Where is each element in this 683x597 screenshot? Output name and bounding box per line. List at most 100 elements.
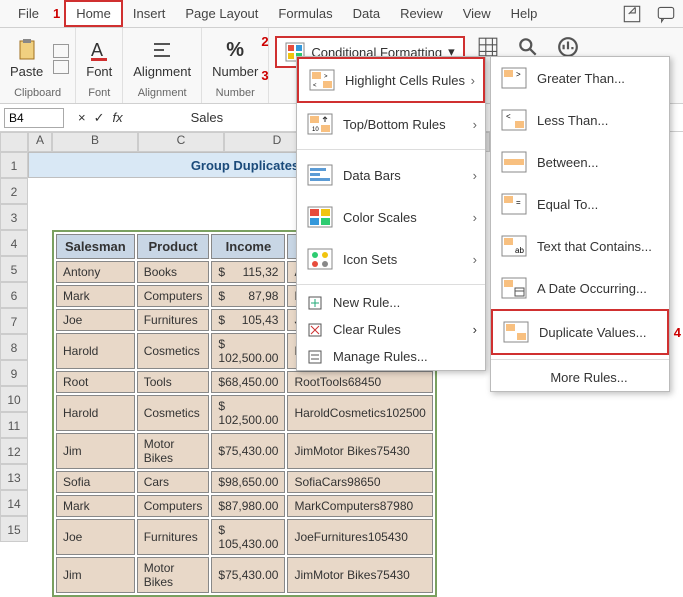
cell-salesman[interactable]: Joe (56, 309, 135, 331)
row-header[interactable]: 7 (0, 308, 28, 334)
menu-color-scales[interactable]: Color Scales › (297, 196, 485, 238)
tab-view[interactable]: View (453, 2, 501, 25)
row-header[interactable]: 6 (0, 282, 28, 308)
share-icon[interactable] (621, 3, 643, 25)
row-header[interactable]: 12 (0, 438, 28, 464)
cell-concat[interactable]: HaroldCosmetics102500 (287, 395, 432, 431)
row-header[interactable]: 10 (0, 386, 28, 412)
row-header[interactable]: 1 (0, 152, 28, 178)
search-icon[interactable] (517, 36, 539, 58)
number-button[interactable]: % Number (208, 37, 262, 81)
row-header[interactable]: 9 (0, 360, 28, 386)
select-all-corner[interactable] (0, 132, 28, 152)
row-header[interactable]: 3 (0, 204, 28, 230)
menu-highlight-cells-rules[interactable]: >< Highlight Cells Rules › (297, 57, 485, 103)
menu-icon-sets[interactable]: Icon Sets › (297, 238, 485, 280)
cell-income[interactable]: 102,500.00 (211, 395, 285, 431)
cell-salesman[interactable]: Mark (56, 495, 135, 517)
tab-page-layout[interactable]: Page Layout (175, 2, 268, 25)
table-row[interactable]: JimMotor Bikes75,430.00JimMotor Bikes754… (56, 433, 433, 469)
row-header[interactable]: 8 (0, 334, 28, 360)
cell-product[interactable]: Furnitures (137, 519, 210, 555)
row-header[interactable]: 13 (0, 464, 28, 490)
tab-data[interactable]: Data (343, 2, 390, 25)
cell-income[interactable]: 75,430.00 (211, 433, 285, 469)
cell-salesman[interactable]: Harold (56, 333, 135, 369)
font-button[interactable]: A Font (82, 36, 116, 81)
col-header-c[interactable]: C (138, 132, 224, 152)
th-product[interactable]: Product (137, 234, 210, 259)
cell-concat[interactable]: SofiaCars98650 (287, 471, 432, 493)
menu-between[interactable]: Between... (491, 141, 669, 183)
cell-income[interactable]: 105,43 (211, 309, 285, 331)
comment-icon[interactable] (655, 3, 677, 25)
analyze-icon[interactable] (557, 36, 579, 58)
cancel-icon[interactable]: × (78, 110, 86, 125)
table-row[interactable]: SofiaCars98,650.00SofiaCars98650 (56, 471, 433, 493)
row-header[interactable]: 11 (0, 412, 28, 438)
clipboard-small-icons[interactable] (53, 44, 69, 74)
cell-salesman[interactable]: Harold (56, 395, 135, 431)
table-icon[interactable] (477, 36, 499, 58)
cell-concat[interactable]: RootTools68450 (287, 371, 432, 393)
row-header[interactable]: 15 (0, 516, 28, 542)
row-header[interactable]: 2 (0, 178, 28, 204)
tab-home[interactable]: Home (64, 0, 123, 27)
cell-product[interactable]: Cosmetics (137, 395, 210, 431)
menu-more-rules[interactable]: More Rules... (491, 364, 669, 391)
table-row[interactable]: HaroldCosmetics102,500.00HaroldCosmetics… (56, 395, 433, 431)
menu-date-occurring[interactable]: A Date Occurring... (491, 267, 669, 309)
col-header-b[interactable]: B (52, 132, 138, 152)
row-header[interactable]: 4 (0, 230, 28, 256)
fx-icon[interactable]: fx (113, 110, 123, 125)
cell-concat[interactable]: JimMotor Bikes75430 (287, 433, 432, 469)
paste-button[interactable]: Paste (6, 36, 47, 81)
cell-salesman[interactable]: Jim (56, 433, 135, 469)
enter-icon[interactable]: ✓ (94, 110, 105, 126)
menu-equal-to[interactable]: = Equal To... (491, 183, 669, 225)
table-row[interactable]: RootTools68,450.00RootTools68450 (56, 371, 433, 393)
formula-value[interactable]: Sales (191, 110, 224, 125)
cell-product[interactable]: Computers (137, 285, 210, 307)
menu-top-bottom-rules[interactable]: 10 Top/Bottom Rules › (297, 103, 485, 145)
cell-product[interactable]: Furnitures (137, 309, 210, 331)
tab-file[interactable]: File (8, 2, 49, 25)
cell-income[interactable]: 87,98 (211, 285, 285, 307)
row-header[interactable]: 14 (0, 490, 28, 516)
cell-income[interactable]: 102,500.00 (211, 333, 285, 369)
menu-text-contains[interactable]: ab Text that Contains... (491, 225, 669, 267)
th-income[interactable]: Income (211, 234, 285, 259)
menu-greater-than[interactable]: > Greater Than... (491, 57, 669, 99)
cell-salesman[interactable]: Sofia (56, 471, 135, 493)
tab-insert[interactable]: Insert (123, 2, 176, 25)
cell-product[interactable]: Cosmetics (137, 333, 210, 369)
cell-product[interactable]: Tools (137, 371, 210, 393)
table-row[interactable]: JoeFurnitures105,430.00JoeFurnitures1054… (56, 519, 433, 555)
menu-data-bars[interactable]: Data Bars › (297, 154, 485, 196)
menu-clear-rules[interactable]: Clear Rules › (297, 316, 485, 343)
menu-less-than[interactable]: < Less Than... (491, 99, 669, 141)
cell-income[interactable]: 105,430.00 (211, 519, 285, 555)
cell-concat[interactable]: MarkComputers87980 (287, 495, 432, 517)
cell-concat[interactable]: JoeFurnitures105430 (287, 519, 432, 555)
alignment-button[interactable]: Alignment (129, 36, 195, 81)
cell-product[interactable]: Books (137, 261, 210, 283)
row-header[interactable]: 5 (0, 256, 28, 282)
table-row[interactable]: MarkComputers87,980.00MarkComputers87980 (56, 495, 433, 517)
cell-income[interactable]: 115,32 (211, 261, 285, 283)
cell-product[interactable]: Motor Bikes (137, 433, 210, 469)
tab-review[interactable]: Review (390, 2, 453, 25)
tab-formulas[interactable]: Formulas (268, 2, 342, 25)
cell-income[interactable]: 87,980.00 (211, 495, 285, 517)
cell-income[interactable]: 68,450.00 (211, 371, 285, 393)
th-salesman[interactable]: Salesman (56, 234, 135, 259)
menu-duplicate-values[interactable]: Duplicate Values... 4 (491, 309, 669, 355)
cell-salesman[interactable]: Joe (56, 519, 135, 555)
name-box[interactable] (4, 108, 64, 128)
cell-product[interactable]: Cars (137, 471, 210, 493)
menu-new-rule[interactable]: New Rule... (297, 289, 485, 316)
cell-income[interactable]: 98,650.00 (211, 471, 285, 493)
col-header-a[interactable]: A (28, 132, 52, 152)
cell-salesman[interactable]: Root (56, 371, 135, 393)
menu-manage-rules[interactable]: Manage Rules... (297, 343, 485, 370)
